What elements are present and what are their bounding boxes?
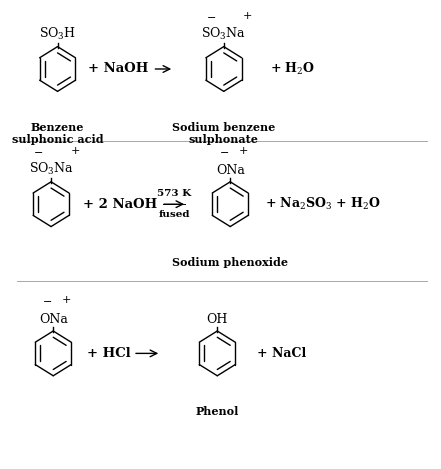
Text: + NaOH: + NaOH xyxy=(88,62,148,76)
Text: $-$: $-$ xyxy=(42,295,52,305)
Text: 573 K: 573 K xyxy=(157,189,191,198)
Text: Sodium benzene
sulphonate: Sodium benzene sulphonate xyxy=(172,121,275,145)
Text: SO$_3$Na: SO$_3$Na xyxy=(29,161,74,177)
Text: $+$: $+$ xyxy=(238,145,248,156)
Text: $+$: $+$ xyxy=(61,295,71,305)
Text: + 2 NaOH: + 2 NaOH xyxy=(83,198,157,211)
Text: OH: OH xyxy=(206,313,228,326)
Text: + HCl: + HCl xyxy=(87,347,131,360)
Text: $+$: $+$ xyxy=(70,145,80,156)
Text: ONa: ONa xyxy=(39,313,67,326)
Text: Phenol: Phenol xyxy=(196,406,239,417)
Text: $-$: $-$ xyxy=(206,11,216,21)
Text: + Na$_2$SO$_3$ + H$_2$O: + Na$_2$SO$_3$ + H$_2$O xyxy=(265,196,381,212)
Text: Sodium phenoxide: Sodium phenoxide xyxy=(172,257,288,268)
Text: SO$_3$Na: SO$_3$Na xyxy=(201,26,246,42)
Text: fused: fused xyxy=(158,210,190,219)
Text: $-$: $-$ xyxy=(219,146,229,156)
Text: ONa: ONa xyxy=(216,164,245,177)
Text: $-$: $-$ xyxy=(33,146,43,156)
Text: + H$_2$O: + H$_2$O xyxy=(270,61,315,77)
Text: SO$_3$H: SO$_3$H xyxy=(39,26,76,42)
Text: + NaCl: + NaCl xyxy=(258,347,306,360)
Text: Benzene
sulphonic acid: Benzene sulphonic acid xyxy=(12,121,103,145)
Text: $+$: $+$ xyxy=(243,10,253,21)
